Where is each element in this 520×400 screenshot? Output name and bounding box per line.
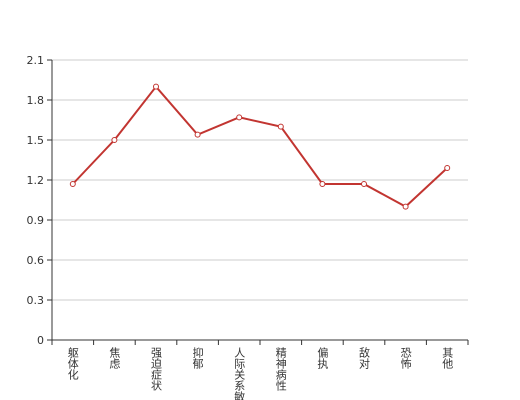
- data-line: [72, 85, 448, 208]
- y-tick-label: 1.5: [27, 134, 45, 147]
- y-tick-label: 0.3: [27, 294, 45, 307]
- data-point: [361, 181, 367, 187]
- data-point: [194, 131, 201, 138]
- y-tick-label: 1.2: [27, 174, 45, 187]
- data-point: [69, 181, 76, 187]
- data-point: [277, 123, 284, 130]
- data-point: [444, 165, 451, 171]
- x-tick-label: 敌对: [358, 346, 371, 369]
- x-tick-label: 抑郁: [191, 346, 204, 369]
- x-tick-label: 人际关系敏感: [233, 347, 246, 400]
- data-point: [402, 203, 409, 210]
- y-tick-label: 1.8: [27, 94, 45, 107]
- x-tick-label: 恐怖: [399, 347, 412, 369]
- y-tick-label: 2.1: [27, 54, 45, 67]
- x-tick-label: 其他: [441, 347, 454, 369]
- y-tick-label: 0.6: [27, 254, 45, 267]
- x-tick-label: 强迫症状: [150, 347, 163, 391]
- data-point: [111, 137, 118, 143]
- x-tick-label: 偏执: [316, 346, 329, 370]
- data-point: [236, 114, 243, 121]
- x-tick-label: 焦虑: [108, 347, 121, 369]
- x-tick-label: 精神病性: [274, 347, 287, 392]
- y-tick-label: 0.9: [27, 214, 45, 227]
- data-point: [153, 83, 159, 90]
- y-tick-label: 0: [37, 334, 44, 347]
- data-point: [319, 181, 326, 187]
- x-tick-label: 躯体化: [66, 347, 79, 381]
